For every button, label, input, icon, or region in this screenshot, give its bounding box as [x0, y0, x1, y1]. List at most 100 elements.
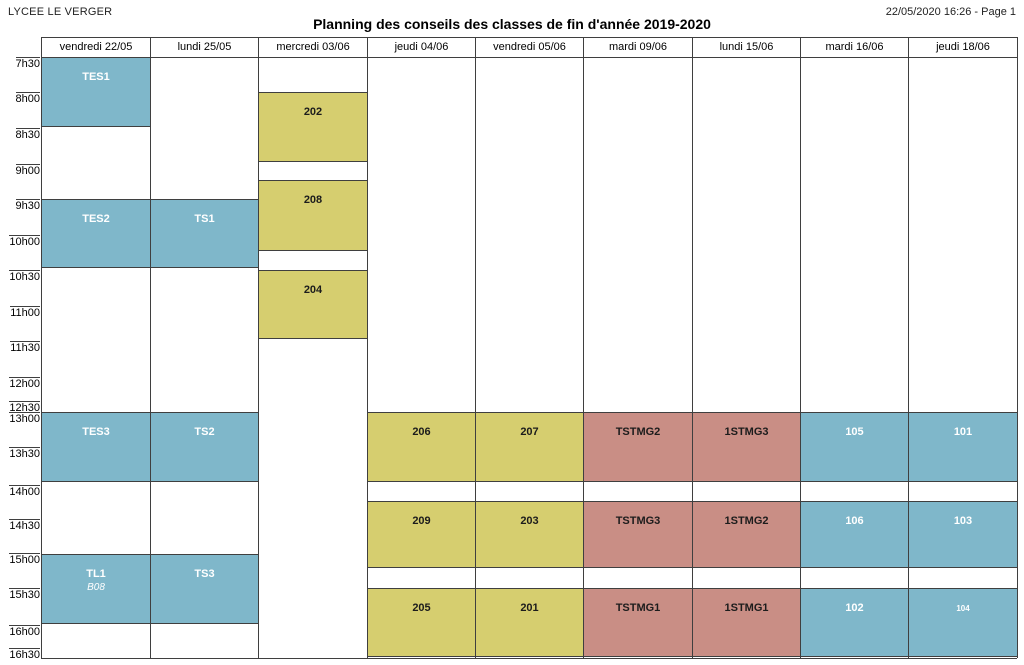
event-block-205: 205 [367, 588, 476, 657]
event-block-209: 209 [367, 501, 476, 568]
event-label: 203 [520, 515, 539, 527]
event-label: 1STMG3 [724, 426, 769, 438]
day-header-jeudi-04-06: jeudi 04/06 [394, 41, 449, 53]
time-tick-text: 12h00 [9, 377, 40, 390]
event-label: 205 [412, 602, 431, 614]
time-label-12h00: 12h00 [0, 377, 40, 390]
event-block-105: 105 [800, 412, 909, 482]
event-label: TES3 [82, 426, 110, 438]
event-block-203: 203 [475, 501, 584, 568]
time-tick-text: 13h00 [9, 412, 40, 425]
event-block-102: 102 [800, 588, 909, 657]
time-tick-text: 16h30 [9, 648, 40, 661]
time-label-14h30: 14h30 [0, 519, 40, 532]
column-line-0 [41, 37, 42, 658]
time-label-14h00: 14h00 [0, 485, 40, 498]
column-line-2 [258, 37, 259, 658]
event-label: TL1 [86, 568, 106, 580]
event-label: 207 [520, 426, 539, 438]
column-line-5 [583, 37, 584, 658]
event-label: 104 [956, 604, 970, 613]
event-block-202: 202 [258, 92, 368, 162]
time-label-11h30: 11h30 [0, 341, 40, 354]
event-block-ts2: TS2 [150, 412, 259, 482]
event-label: TS1 [194, 213, 215, 225]
time-tick-text: 11h30 [10, 341, 40, 354]
time-label-7h30: 7h30 [0, 57, 40, 70]
time-tick-text: 14h00 [9, 485, 40, 498]
column-line-1 [150, 37, 151, 658]
day-header-mercredi-03-06: mercredi 03/06 [276, 41, 350, 53]
time-label-12h30: 12h30 [0, 401, 40, 414]
time-tick-text: 15h30 [9, 588, 40, 601]
column-line-7 [800, 37, 801, 658]
event-block-207: 207 [475, 412, 584, 482]
time-tick-text: 7h30 [15, 57, 40, 70]
event-label: TSTMG3 [615, 515, 661, 527]
time-tick-text: 9h30 [15, 199, 40, 212]
grid-top-line [41, 37, 1017, 38]
day-header-lundi-25-05: lundi 25/05 [177, 41, 232, 53]
event-label: 1STMG2 [724, 515, 769, 527]
event-block-106: 106 [800, 501, 909, 568]
time-tick-text: 10h00 [9, 235, 40, 248]
event-label: TS2 [194, 426, 215, 438]
day-header-jeudi-18-06: jeudi 18/06 [936, 41, 990, 53]
time-label-10h30: 10h30 [0, 270, 40, 283]
event-label: 102 [845, 602, 864, 614]
day-header-mardi-16-06: mardi 16/06 [825, 41, 884, 53]
time-tick-text: 12h30 [9, 401, 40, 414]
event-block-1stmg2: 1STMG2 [692, 501, 801, 568]
event-label: 208 [303, 194, 323, 206]
grid-bottom-line [41, 658, 1017, 659]
event-label: 106 [845, 515, 864, 527]
event-label: 105 [845, 426, 864, 438]
event-block-201: 201 [475, 588, 584, 657]
event-block-tl1: TL1 B08 [41, 554, 151, 624]
time-label-16h30: 16h30 [0, 648, 40, 661]
time-tick-text: 16h00 [9, 625, 40, 638]
event-label: TES1 [82, 71, 110, 83]
time-label-13h00: 13h00 [0, 412, 40, 425]
event-label: 201 [520, 602, 539, 614]
time-label-11h00: 11h00 [0, 306, 40, 319]
event-block-1stmg3: 1STMG3 [692, 412, 801, 482]
time-label-9h00: 9h00 [0, 164, 40, 177]
event-label: TSTMG1 [615, 602, 661, 614]
event-label: 204 [303, 284, 323, 296]
print-timestamp-page-number: 22/05/2020 16:26 - Page 1 [885, 6, 1016, 18]
time-label-8h30: 8h30 [0, 128, 40, 141]
time-tick-text: 9h00 [15, 164, 40, 177]
day-header-mardi-09-06: mardi 09/06 [608, 41, 668, 53]
event-block-tes1: TES1 [41, 57, 151, 127]
event-block-101: 101 [908, 412, 1018, 482]
event-block-ts3: TS3 [150, 554, 259, 624]
event-block-208: 208 [258, 180, 368, 251]
event-label: 103 [953, 515, 973, 527]
event-label: TS3 [194, 568, 215, 580]
event-label: 1STMG1 [724, 602, 769, 614]
event-label: 206 [412, 426, 431, 438]
day-header-vendredi-22-05: vendredi 22/05 [59, 41, 133, 53]
event-room-label: B08 [87, 582, 105, 593]
day-header-lundi-15-06: lundi 15/06 [719, 41, 774, 53]
time-label-10h00: 10h00 [0, 235, 40, 248]
time-label-13h30: 13h30 [0, 447, 40, 460]
time-label-16h00: 16h00 [0, 625, 40, 638]
event-block-tstmg3: TSTMG3 [583, 501, 693, 568]
event-block-204: 204 [258, 270, 368, 339]
event-label: TSTMG2 [615, 426, 661, 438]
time-label-9h30: 9h30 [0, 199, 40, 212]
event-block-tes3: TES3 [41, 412, 151, 482]
event-block-206: 206 [367, 412, 476, 482]
day-header-vendredi-05-06: vendredi 05/06 [493, 41, 566, 53]
time-tick-text: 8h30 [15, 128, 40, 141]
time-label-15h30: 15h30 [0, 588, 40, 601]
time-tick-text: 14h30 [9, 519, 40, 532]
event-block-tstmg2: TSTMG2 [583, 412, 693, 482]
time-label-8h00: 8h00 [0, 92, 40, 105]
column-line-9 [1017, 37, 1018, 658]
column-line-6 [692, 37, 693, 658]
